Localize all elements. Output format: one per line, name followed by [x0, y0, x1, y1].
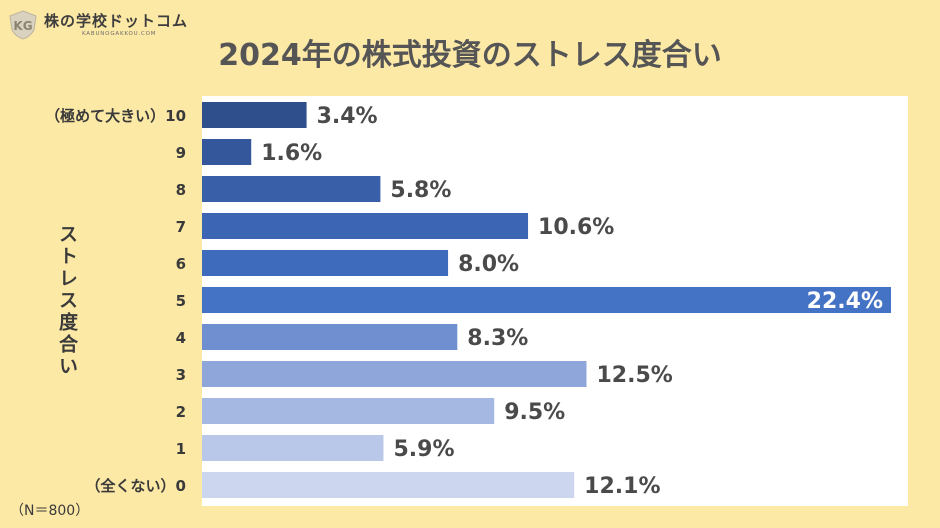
value-label: 10.6%	[538, 215, 614, 240]
category-label: 4	[176, 329, 186, 347]
bar-5	[202, 287, 891, 313]
bar-2	[202, 176, 381, 202]
category-label: 2	[176, 403, 186, 421]
bar-6	[202, 324, 458, 350]
category-label: 3	[176, 366, 186, 384]
bar-0	[202, 102, 307, 128]
value-label: 5.8%	[390, 178, 451, 203]
category-label: 6	[176, 255, 186, 273]
category-label: 7	[176, 218, 186, 236]
svg-text:KG: KG	[13, 19, 32, 33]
y-axis-label: ストレス度合い	[56, 224, 78, 378]
value-label: 8.0%	[458, 252, 519, 277]
bar-10	[202, 472, 575, 498]
value-label: 12.5%	[596, 363, 672, 388]
value-label: 8.3%	[467, 326, 528, 351]
category-label: （全くない）0	[86, 477, 186, 495]
value-label: 22.4%	[807, 289, 883, 314]
bar-8	[202, 398, 495, 424]
logo-subtitle: KABUNOGAKKOU.COM	[82, 30, 157, 37]
chart-title: 2024年の株式投資のストレス度合い	[218, 38, 722, 73]
value-label: 1.6%	[261, 141, 322, 166]
value-label: 12.1%	[584, 474, 660, 499]
bar-1	[202, 139, 252, 165]
shield-logo-icon: KG	[8, 10, 38, 40]
bar-3	[202, 213, 529, 239]
bar-9	[202, 435, 384, 461]
sample-size-note: （N＝800）	[10, 503, 90, 519]
category-label: 9	[176, 144, 186, 162]
site-logo: KG 株の学校ドットコム KABUNOGAKKOU.COM	[8, 8, 188, 42]
bar-4	[202, 250, 449, 276]
category-label: （極めて大きい）10	[45, 107, 186, 125]
value-label: 9.5%	[504, 400, 565, 425]
category-label: 8	[176, 181, 186, 199]
value-label: 5.9%	[393, 437, 454, 462]
category-label: 1	[176, 440, 186, 458]
value-label: 3.4%	[317, 104, 378, 129]
category-label: 5	[176, 292, 186, 310]
bar-7	[202, 361, 587, 387]
logo-name: 株の学校ドットコム	[44, 11, 189, 30]
